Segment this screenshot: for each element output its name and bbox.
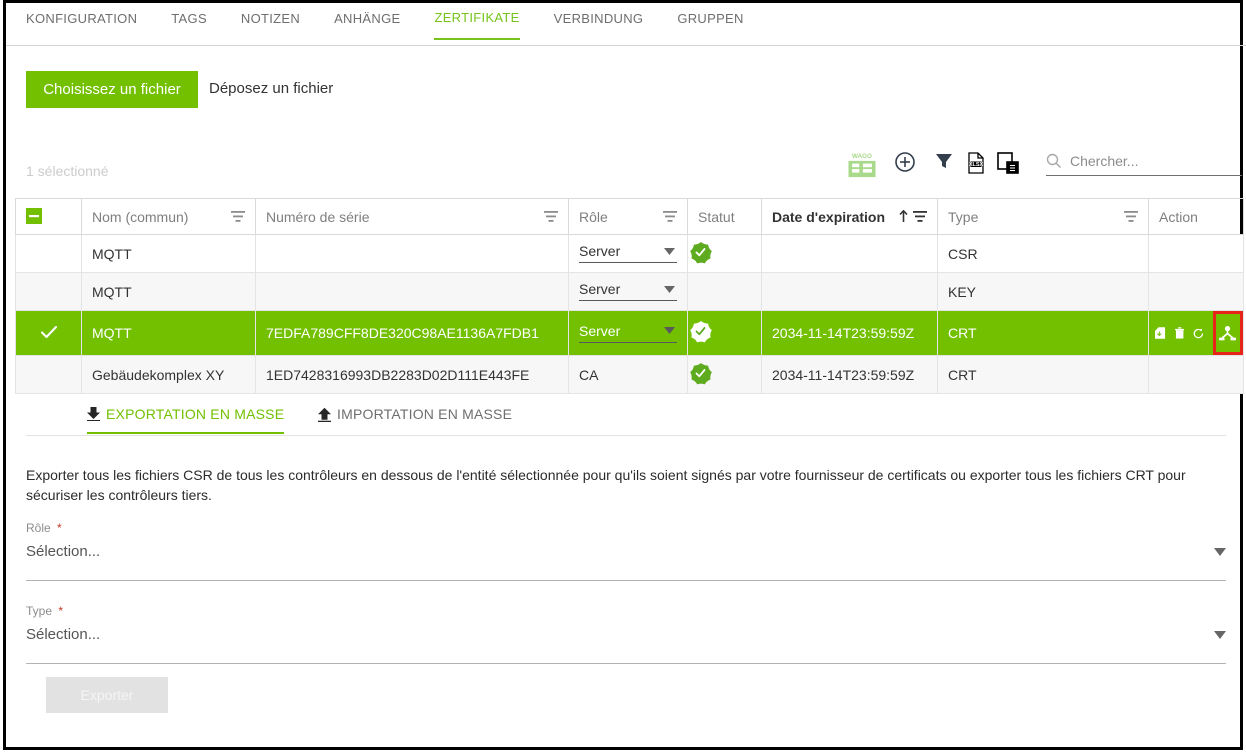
svg-text:WAGO: WAGO — [852, 153, 872, 160]
svg-text:XLSX: XLSX — [969, 162, 984, 168]
